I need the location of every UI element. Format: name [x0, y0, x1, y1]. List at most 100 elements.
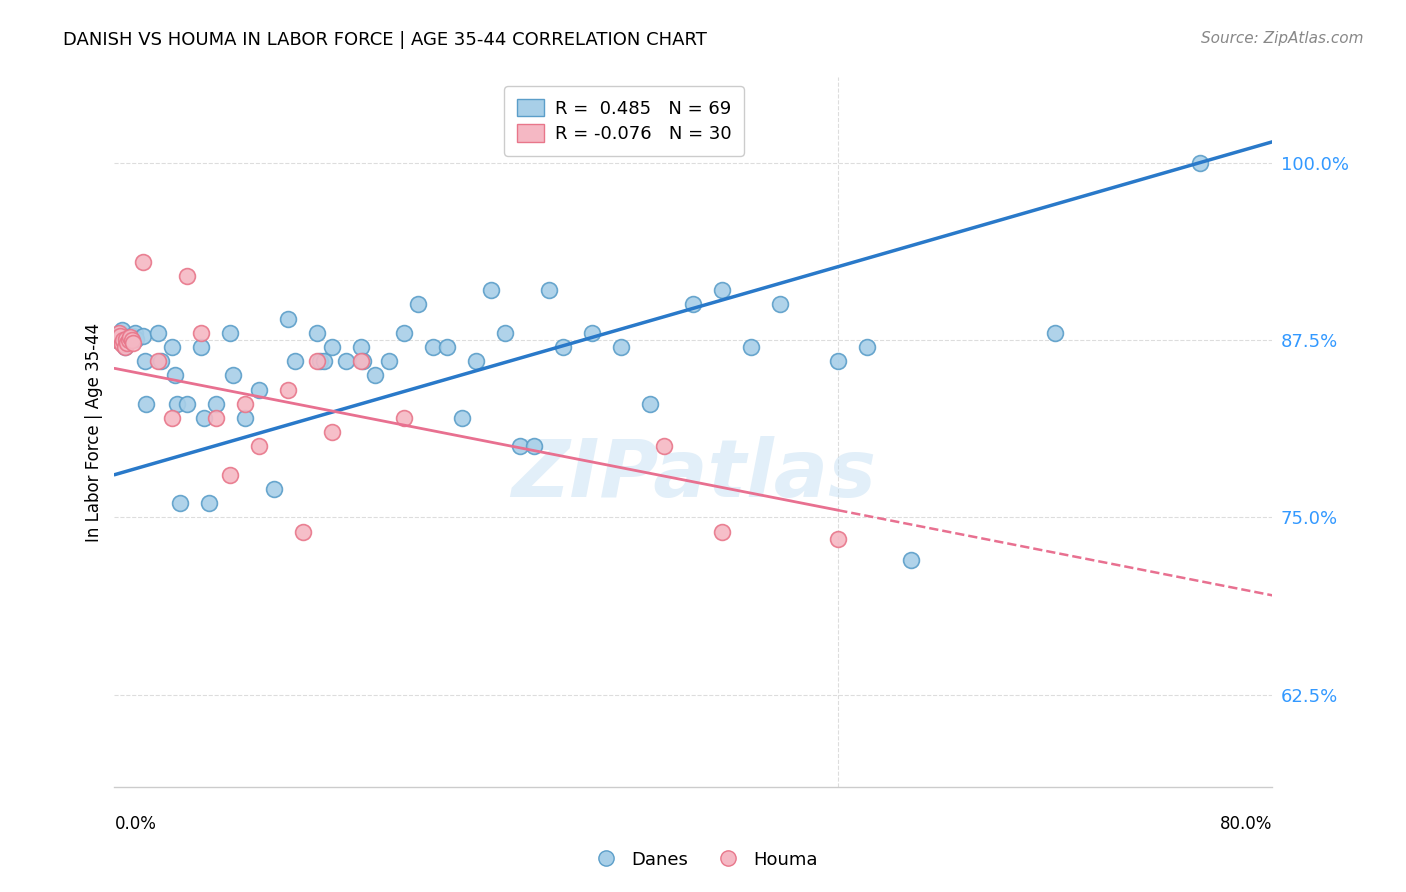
Point	[509, 439, 531, 453]
Point	[219, 326, 242, 340]
Point	[856, 340, 879, 354]
Point	[111, 323, 134, 337]
Point	[120, 330, 142, 344]
Point	[112, 333, 135, 347]
Point	[118, 333, 141, 347]
Point	[162, 411, 184, 425]
Point	[190, 326, 212, 340]
Point	[115, 330, 138, 344]
Point	[193, 411, 215, 425]
Point	[309, 354, 332, 368]
Point	[117, 335, 139, 350]
Point	[827, 532, 849, 546]
Point	[108, 326, 131, 340]
Point	[176, 397, 198, 411]
Point	[121, 333, 143, 347]
Point	[121, 333, 143, 347]
Point	[900, 553, 922, 567]
Point	[263, 482, 285, 496]
Point	[277, 311, 299, 326]
Point	[197, 496, 219, 510]
Point	[190, 340, 212, 354]
Point	[114, 340, 136, 354]
Point	[124, 326, 146, 340]
Point	[378, 354, 401, 368]
Point	[352, 354, 374, 368]
Point	[107, 326, 129, 340]
Point	[314, 354, 336, 368]
Point	[118, 333, 141, 347]
Point	[233, 397, 256, 411]
Point	[422, 340, 444, 354]
Point	[108, 328, 131, 343]
Text: ZIPatlas: ZIPatlas	[510, 436, 876, 514]
Point	[321, 425, 343, 440]
Point	[392, 326, 415, 340]
Point	[117, 335, 139, 350]
Y-axis label: In Labor Force | Age 35-44: In Labor Force | Age 35-44	[86, 323, 103, 541]
Point	[115, 332, 138, 346]
Point	[553, 340, 575, 354]
Point	[307, 354, 329, 368]
Point	[349, 354, 371, 368]
Point	[638, 397, 661, 411]
Point	[465, 354, 488, 368]
Point	[479, 283, 502, 297]
Point	[233, 411, 256, 425]
Point	[349, 340, 371, 354]
Point	[581, 326, 603, 340]
Point	[134, 354, 156, 368]
Text: Source: ZipAtlas.com: Source: ZipAtlas.com	[1201, 31, 1364, 46]
Point	[1189, 155, 1212, 169]
Point	[114, 340, 136, 354]
Point	[204, 411, 226, 425]
Point	[169, 496, 191, 510]
Point	[118, 333, 141, 347]
Text: 80.0%: 80.0%	[1220, 815, 1272, 833]
Point	[364, 368, 387, 383]
Point	[537, 283, 560, 297]
Point	[436, 340, 458, 354]
Point	[219, 467, 242, 482]
Point	[204, 397, 226, 411]
Point	[111, 337, 134, 351]
Point	[149, 354, 172, 368]
Legend: R =  0.485   N = 69, R = -0.076   N = 30: R = 0.485 N = 69, R = -0.076 N = 30	[505, 87, 744, 156]
Text: DANISH VS HOUMA IN LABOR FORCE | AGE 35-44 CORRELATION CHART: DANISH VS HOUMA IN LABOR FORCE | AGE 35-…	[63, 31, 707, 49]
Point	[307, 326, 329, 340]
Point	[125, 332, 148, 346]
Point	[146, 354, 169, 368]
Point	[166, 397, 188, 411]
Point	[132, 255, 155, 269]
Point	[122, 328, 145, 343]
Point	[222, 368, 245, 383]
Point	[284, 354, 307, 368]
Point	[392, 411, 415, 425]
Point	[122, 335, 145, 350]
Point	[176, 269, 198, 284]
Point	[132, 328, 155, 343]
Point	[654, 439, 676, 453]
Point	[120, 333, 142, 347]
Point	[162, 340, 184, 354]
Point	[523, 439, 546, 453]
Point	[740, 340, 762, 354]
Text: 0.0%: 0.0%	[114, 815, 156, 833]
Point	[711, 283, 734, 297]
Point	[711, 524, 734, 539]
Legend: Danes, Houma: Danes, Houma	[581, 844, 825, 876]
Point	[1045, 326, 1067, 340]
Point	[291, 524, 314, 539]
Point	[135, 397, 157, 411]
Point	[277, 383, 299, 397]
Point	[105, 333, 128, 347]
Point	[450, 411, 472, 425]
Point	[827, 354, 849, 368]
Point	[247, 383, 270, 397]
Point	[769, 297, 792, 311]
Point	[105, 333, 128, 347]
Point	[107, 328, 129, 343]
Point	[247, 439, 270, 453]
Point	[494, 326, 516, 340]
Point	[146, 326, 169, 340]
